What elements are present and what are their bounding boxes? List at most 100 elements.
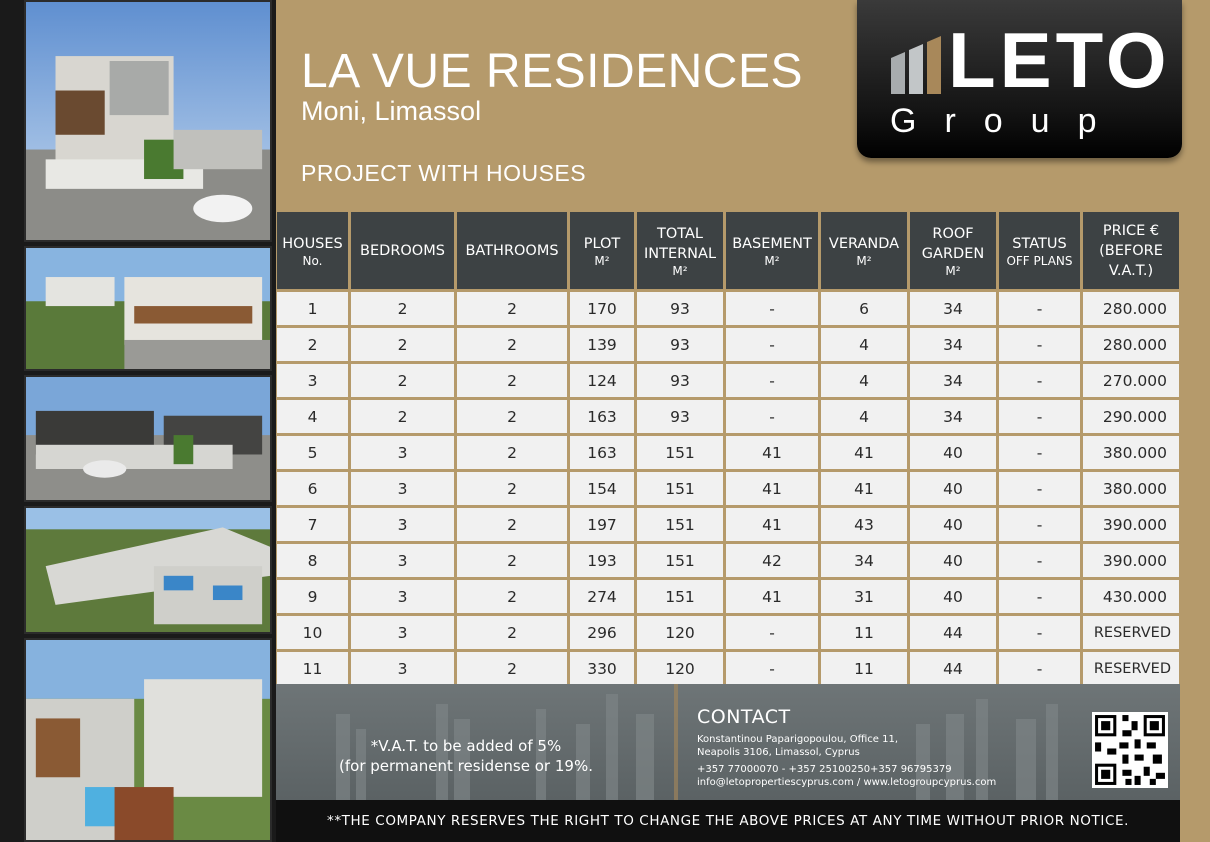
- cell-price: 280.000: [1083, 292, 1179, 325]
- cell-house-no: 7: [277, 508, 348, 541]
- cell-total-internal: 93: [637, 400, 723, 433]
- table-row: 1 2 2 170 93-6 34-280.000: [277, 292, 1179, 325]
- cell-price: 430.000: [1083, 580, 1179, 613]
- header-bathrooms: BATHROOMS: [457, 212, 567, 289]
- cell-house-no: 2: [277, 328, 348, 361]
- cell-basement: 41: [726, 508, 818, 541]
- cell-roof-garden: 34: [910, 292, 996, 325]
- cell-basement: -: [726, 292, 818, 325]
- cell-plot: 139: [570, 328, 634, 361]
- project-type: PROJECT WITH HOUSES: [301, 160, 587, 186]
- contact-panel: *V.A.T. to be added of 5% (for permanent…: [276, 684, 1180, 800]
- header-roof-garden: ROOF GARDEN M²: [910, 212, 996, 289]
- cell-plot: 163: [570, 400, 634, 433]
- photo-strip: [0, 0, 276, 842]
- cell-house-no: 11: [277, 652, 348, 685]
- cell-status: -: [999, 508, 1080, 541]
- cell-house-no: 6: [277, 472, 348, 505]
- cell-bathrooms: 2: [457, 328, 567, 361]
- cell-price: RESERVED: [1083, 652, 1179, 685]
- cell-roof-garden: 40: [910, 580, 996, 613]
- table-row: 7 3 2 197 151 41 43 40-390.000: [277, 508, 1179, 541]
- cell-house-no: 1: [277, 292, 348, 325]
- cell-status: -: [999, 364, 1080, 397]
- cell-veranda: 11: [821, 652, 907, 685]
- table-row: 6 3 2 154 151 41 41 40-380.000: [277, 472, 1179, 505]
- cell-price: 390.000: [1083, 544, 1179, 577]
- cell-status: -: [999, 616, 1080, 649]
- cell-bedrooms: 3: [351, 508, 454, 541]
- table-row: 3 2 2 124 93-4 34-270.000: [277, 364, 1179, 397]
- cell-status: -: [999, 580, 1080, 613]
- contact-heading: CONTACT: [697, 706, 791, 728]
- cell-roof-garden: 34: [910, 400, 996, 433]
- table-row: 4 2 2 163 93-4 34-290.000: [277, 400, 1179, 433]
- cell-bathrooms: 2: [457, 472, 567, 505]
- cell-bathrooms: 2: [457, 400, 567, 433]
- render-photo-3: [24, 375, 272, 502]
- cell-roof-garden: 44: [910, 616, 996, 649]
- cell-roof-garden: 40: [910, 436, 996, 469]
- cell-price: 270.000: [1083, 364, 1179, 397]
- cell-roof-garden: 34: [910, 364, 996, 397]
- cell-veranda: 31: [821, 580, 907, 613]
- cell-plot: 330: [570, 652, 634, 685]
- cell-total-internal: 151: [637, 508, 723, 541]
- cell-veranda: 4: [821, 364, 907, 397]
- cell-bedrooms: 3: [351, 580, 454, 613]
- cell-veranda: 11: [821, 616, 907, 649]
- header-bedrooms: BEDROOMS: [351, 212, 454, 289]
- header-veranda: VERANDA M²: [821, 212, 907, 289]
- cell-total-internal: 151: [637, 436, 723, 469]
- cell-bathrooms: 2: [457, 436, 567, 469]
- header-plot: PLOT M²: [570, 212, 634, 289]
- cell-price: RESERVED: [1083, 616, 1179, 649]
- cell-house-no: 5: [277, 436, 348, 469]
- table-row: 10 3 2 296 120-11 44- RESERVED: [277, 616, 1179, 649]
- cell-bathrooms: 2: [457, 292, 567, 325]
- cell-bathrooms: 2: [457, 616, 567, 649]
- vat-line-1: *V.A.T. to be added of 5%: [370, 737, 562, 755]
- table-header-row: HOUSES No. BEDROOMS BATHROOMS PLOT M² TOTA…: [277, 212, 1179, 289]
- cell-price: 380.000: [1083, 436, 1179, 469]
- leto-group-logo: LETO Group: [857, 0, 1182, 158]
- cell-basement: -: [726, 328, 818, 361]
- cell-roof-garden: 34: [910, 328, 996, 361]
- cell-roof-garden: 40: [910, 508, 996, 541]
- table-row: 8 3 2 193 151 42 34 40-390.000: [277, 544, 1179, 577]
- cell-veranda: 6: [821, 292, 907, 325]
- qr-code-icon: [1092, 712, 1168, 788]
- table-row: 5 3 2 163 151 41 41 40-380.000: [277, 436, 1179, 469]
- cell-bedrooms: 2: [351, 328, 454, 361]
- header-price: PRICE € (BEFORE V.A.T.): [1083, 212, 1179, 289]
- cell-house-no: 4: [277, 400, 348, 433]
- cell-price: 380.000: [1083, 472, 1179, 505]
- cell-house-no: 3: [277, 364, 348, 397]
- cell-veranda: 41: [821, 472, 907, 505]
- cell-bedrooms: 2: [351, 364, 454, 397]
- city-skyline-image: [336, 684, 1058, 800]
- cell-total-internal: 93: [637, 328, 723, 361]
- header-total-internal: TOTAL INTERNAL M²: [637, 212, 723, 289]
- table-row: 11 3 2 330 120-11 44- RESERVED: [277, 652, 1179, 685]
- cell-plot: 170: [570, 292, 634, 325]
- cell-bedrooms: 3: [351, 544, 454, 577]
- cell-basement: 42: [726, 544, 818, 577]
- cell-bedrooms: 3: [351, 472, 454, 505]
- cell-basement: -: [726, 616, 818, 649]
- logo-subtitle: Group: [890, 102, 1125, 140]
- cell-veranda: 41: [821, 436, 907, 469]
- price-table: HOUSES No. BEDROOMS BATHROOMS PLOT M² TOTA…: [276, 209, 1180, 688]
- cell-basement: -: [726, 400, 818, 433]
- render-photo-4: [24, 506, 272, 634]
- cell-bathrooms: 2: [457, 652, 567, 685]
- cell-total-internal: 120: [637, 616, 723, 649]
- cell-roof-garden: 40: [910, 544, 996, 577]
- cell-house-no: 9: [277, 580, 348, 613]
- cell-total-internal: 120: [637, 652, 723, 685]
- cell-price: 390.000: [1083, 508, 1179, 541]
- cell-veranda: 43: [821, 508, 907, 541]
- price-change-notice: **THE COMPANY RESERVES THE RIGHT TO CHAN…: [276, 800, 1180, 842]
- render-photo-2: [24, 246, 272, 371]
- cell-bathrooms: 2: [457, 580, 567, 613]
